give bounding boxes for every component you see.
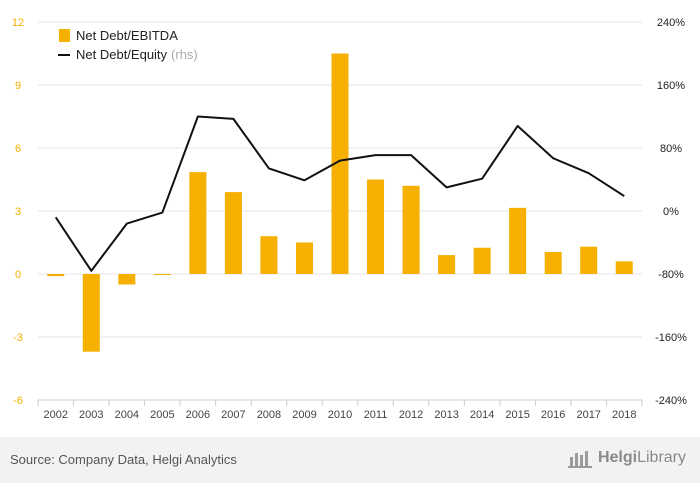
legend-swatch-bar <box>59 29 70 42</box>
bar-net-debt-ebitda <box>580 246 598 274</box>
x-tick-label: 2002 <box>44 409 68 421</box>
y-left-tick-label: -6 <box>13 395 23 407</box>
y-right-tick-label: -240% <box>655 395 687 407</box>
x-tick-label: 2010 <box>328 409 352 421</box>
bar-net-debt-ebitda <box>153 274 171 276</box>
y-right-tick-label: 160% <box>657 80 685 92</box>
x-tick-label: 2009 <box>292 409 316 421</box>
axes: 12 9 6 3 0 -3 -6 240% 160% 80% 0% -80% -160% -240% 200… <box>12 17 687 421</box>
line-net-debt-equity-path <box>54 115 625 272</box>
footer-band <box>0 437 700 483</box>
x-tick-label: 2005 <box>150 409 174 421</box>
bar-net-debt-ebitda <box>260 236 278 274</box>
brand-logo: HelgiLibrary <box>567 448 686 468</box>
bar-net-debt-ebitda <box>295 242 313 274</box>
legend-label-line: Net Debt/Equity (rhs) <box>76 47 198 62</box>
bar-net-debt-ebitda <box>189 172 207 274</box>
y-left-tick-label: -3 <box>13 332 23 344</box>
y-right-tick-label: 0% <box>663 206 679 218</box>
bar-net-debt-ebitda <box>438 255 456 274</box>
y-left-tick-label: 12 <box>12 17 24 29</box>
y-right-tick-label: 240% <box>657 17 685 29</box>
helgi-library-logo-icon <box>567 451 592 468</box>
x-tick-label: 2012 <box>399 409 423 421</box>
y-right-tick-label: 80% <box>660 143 682 155</box>
line-net-debt-equity <box>54 115 625 272</box>
x-tick-label: 2011 <box>364 409 388 421</box>
legend-label-bar: Net Debt/EBITDA <box>76 28 178 43</box>
bar-net-debt-ebitda <box>473 247 491 274</box>
bar-net-debt-ebitda <box>509 207 527 274</box>
brand-suffix: Library <box>637 449 686 466</box>
y-right-tick-label: -160% <box>655 332 687 344</box>
x-tick-label: 2007 <box>221 409 245 421</box>
bar-net-debt-ebitda <box>224 192 242 274</box>
chart: 12 9 6 3 0 -3 -6 240% 160% 80% 0% -80% -160% -240% 200… <box>12 17 687 421</box>
x-tick-label: 2013 <box>434 409 458 421</box>
x-tick-label: 2016 <box>541 409 565 421</box>
bar-net-debt-ebitda <box>82 274 100 352</box>
y-left-tick-label: 0 <box>15 269 21 281</box>
legend-label-line-text: Net Debt/Equity <box>76 47 168 62</box>
brand-name: HelgiLibrary <box>598 449 686 467</box>
source-text: Source: Company Data, Helgi Analytics <box>10 452 237 467</box>
x-tick-label: 2015 <box>505 409 529 421</box>
bar-net-debt-ebitda <box>47 274 65 277</box>
x-tick-label: 2003 <box>79 409 103 421</box>
bar-net-debt-ebitda <box>544 251 562 274</box>
bar-net-debt-ebitda <box>367 179 385 274</box>
bar-net-debt-ebitda <box>615 261 633 274</box>
x-tick-label: 2017 <box>576 409 600 421</box>
x-tick-label: 2006 <box>186 409 210 421</box>
brand-prefix: Helgi <box>597 449 638 466</box>
bars-net-debt-ebitda <box>47 53 633 352</box>
y-left-tick-label: 9 <box>15 80 21 92</box>
legend-label-line-note: (rhs) <box>171 47 198 62</box>
x-tick-label: 2008 <box>257 409 281 421</box>
y-right-tick-label: -80% <box>658 269 684 281</box>
x-tick-label: 2004 <box>115 409 139 421</box>
bar-net-debt-ebitda <box>402 185 420 274</box>
y-left-tick-label: 3 <box>15 206 21 218</box>
x-tick-label: 2014 <box>470 409 494 421</box>
x-tick-label: 2018 <box>612 409 636 421</box>
bar-net-debt-ebitda <box>331 53 349 274</box>
legend: Net Debt/EBITDA Net Debt/Equity (rhs) <box>58 28 198 62</box>
bar-net-debt-ebitda <box>118 274 136 285</box>
y-left-tick-label: 6 <box>15 143 21 155</box>
